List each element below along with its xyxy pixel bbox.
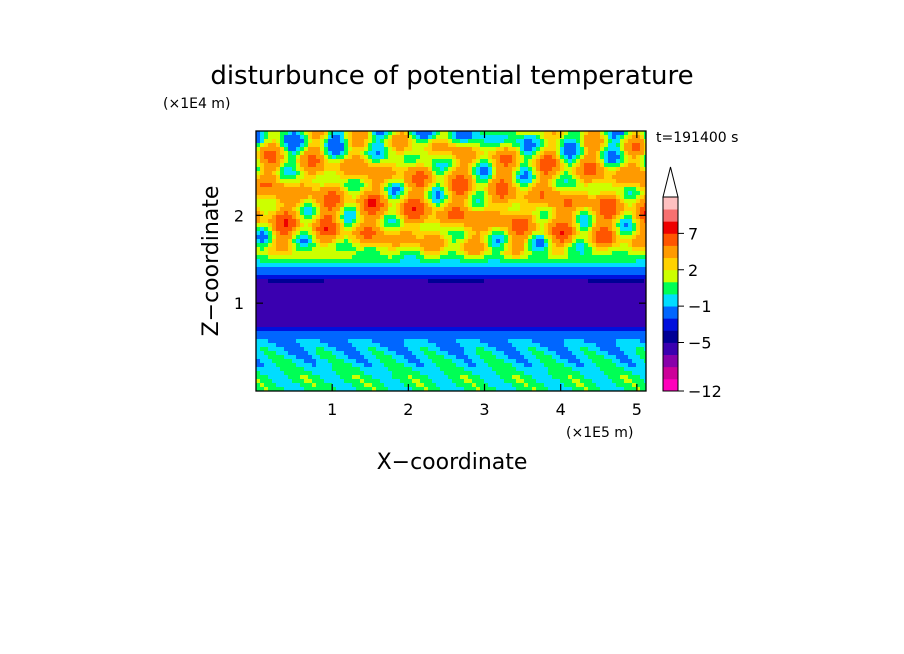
colorbar-segment (663, 221, 678, 234)
y-axis: 12 (234, 206, 646, 313)
colorbar-segment (663, 245, 678, 259)
colorbar-tick-label: −1 (688, 297, 712, 316)
chart-title: disturbunce of potential temperature (210, 61, 693, 91)
x-tick-label: 5 (632, 400, 642, 419)
y-axis-label: Z−coordinate (199, 186, 224, 337)
contour-field (256, 131, 646, 391)
colorbar-tick-label: 7 (688, 224, 698, 243)
x-unit-label: (×1E5 m) (566, 425, 633, 441)
colorbar-tick-label: −12 (688, 382, 722, 401)
colorbar-tick-label: −5 (688, 334, 712, 353)
x-tick-label: 2 (403, 400, 413, 419)
x-axis-label: X−coordinate (377, 450, 528, 475)
colorbar-segment (663, 318, 678, 331)
colorbar-tick-label: 2 (688, 261, 698, 280)
x-tick-label: 3 (479, 400, 489, 419)
x-tick-label: 4 (556, 400, 566, 419)
time-label: t=191400 s (656, 130, 738, 146)
y-tick-label: 1 (234, 294, 244, 313)
colorbar-segment (663, 257, 678, 271)
colorbar-frame (662, 196, 679, 392)
y-tick-label: 2 (234, 206, 244, 225)
colorbar-segment (663, 269, 678, 283)
x-axis: 1 2 3 4 5 (327, 131, 642, 419)
colorbar-segment (663, 281, 678, 295)
colorbar-extend-arrow (662, 166, 679, 198)
colorbar-segment (663, 294, 678, 307)
colorbar-segment (663, 342, 678, 356)
colorbar-segment (663, 306, 678, 319)
plot-frame (255, 130, 647, 392)
x-tick-label: 1 (327, 400, 337, 419)
colorbar-segment (663, 209, 678, 222)
colorbar: 7 2 −1 −5 −12 (662, 166, 722, 401)
colorbar-segment (663, 378, 678, 392)
colorbar-segment (663, 354, 678, 368)
colorbar-segment (663, 197, 678, 210)
colorbar-segment (663, 366, 678, 380)
colorbar-segment (663, 233, 678, 246)
colorbar-segment (663, 330, 678, 343)
y-unit-label: (×1E4 m) (163, 96, 230, 112)
